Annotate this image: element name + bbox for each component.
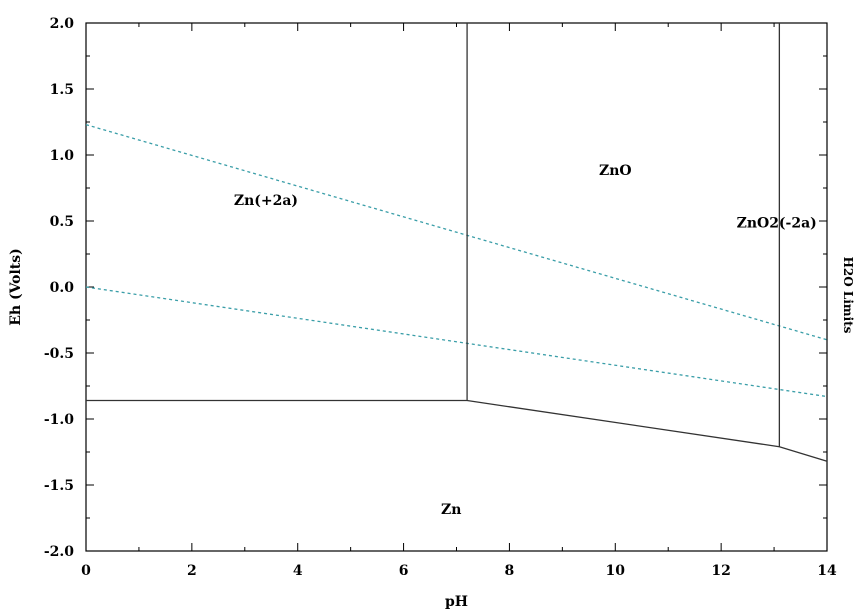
water-limit-line bbox=[85, 286, 828, 398]
y-axis: 2.0 1.5 1.0 0.5 0.0 -0.5 -1.0 -1.5 -2.0 bbox=[44, 16, 827, 560]
y-tick-label: 0.5 bbox=[50, 214, 74, 230]
y-tick-label: -1.0 bbox=[44, 412, 74, 428]
x-tick-label: 2 bbox=[187, 563, 197, 579]
x-tick-label: 0 bbox=[81, 563, 91, 579]
region-label: ZnO bbox=[599, 163, 632, 179]
phase-boundary-line bbox=[86, 399, 828, 462]
x-tick-label: 12 bbox=[711, 563, 730, 579]
water-limit-lines bbox=[85, 124, 828, 398]
y-tick-label: 1.0 bbox=[50, 148, 75, 164]
region-label: Zn(+2a) bbox=[234, 193, 298, 209]
x-axis-title: pH bbox=[445, 594, 468, 610]
x-tick-label: 14 bbox=[817, 563, 837, 579]
x-tick-label: 8 bbox=[505, 563, 515, 579]
plot-frame bbox=[85, 22, 828, 552]
x-tick-label: 4 bbox=[293, 563, 303, 579]
y-axis-title: Eh (Volts) bbox=[8, 248, 24, 326]
region-label: ZnO2(-2a) bbox=[737, 216, 817, 232]
x-tick-label: 6 bbox=[399, 563, 409, 579]
y-tick-label: -1.5 bbox=[44, 478, 74, 494]
y-tick-label: 1.5 bbox=[50, 82, 74, 98]
region-label: Zn bbox=[441, 502, 461, 518]
x-axis: 0 2 4 6 8 10 12 14 bbox=[81, 23, 837, 579]
legend-h2o-limits: H2O Limits bbox=[841, 257, 855, 334]
y-tick-label: 2.0 bbox=[50, 16, 75, 32]
x-tick-label: 10 bbox=[606, 563, 626, 579]
water-limit-line bbox=[85, 124, 828, 341]
y-tick-label: 0.0 bbox=[50, 280, 75, 296]
region-labels: Zn(+2a) ZnO ZnO2(-2a) Zn bbox=[234, 163, 817, 518]
y-tick-label: -0.5 bbox=[44, 346, 74, 362]
y-tick-label: -2.0 bbox=[44, 544, 74, 560]
phase-boundaries bbox=[86, 23, 828, 462]
